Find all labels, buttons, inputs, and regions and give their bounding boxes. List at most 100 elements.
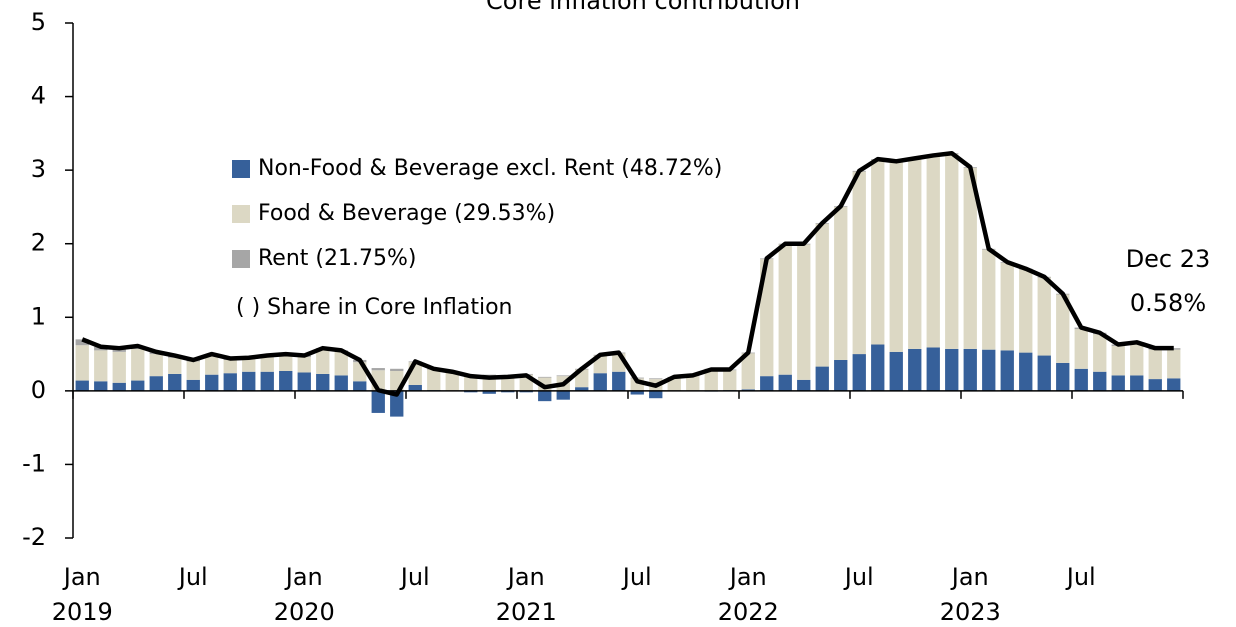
bar (390, 390, 404, 417)
y-tick-label: 1 (31, 302, 46, 330)
annotation: 0.58% (1130, 289, 1206, 317)
bar (945, 348, 959, 391)
x-tick-label: Jul (843, 563, 874, 591)
legend-label: Non-Food & Beverage excl. Rent (48.72%) (258, 156, 722, 181)
bars (75, 153, 1181, 417)
y-tick-label: 3 (31, 155, 46, 183)
x-tick-label: Jan (728, 563, 767, 591)
bar (75, 380, 89, 391)
bar (390, 368, 404, 371)
x-tick-label: Jan (62, 563, 101, 591)
bar (778, 374, 792, 391)
bar (205, 355, 219, 375)
bar (1111, 345, 1125, 376)
bar (556, 375, 570, 377)
bar (1037, 355, 1051, 391)
bar (223, 373, 237, 391)
legend-label: Food & Beverage (29.53%) (258, 201, 555, 226)
bar (464, 375, 478, 391)
bar (889, 351, 903, 391)
bar (649, 390, 663, 399)
x-tick-label: Jul (1065, 563, 1096, 591)
bar (1056, 362, 1070, 391)
x-tick-label: Jul (399, 563, 430, 591)
bar (1111, 375, 1125, 391)
legend-swatch (232, 160, 250, 178)
bar (149, 376, 163, 391)
x-tick-label: Jul (177, 563, 208, 591)
bar (649, 378, 663, 380)
bar (94, 350, 108, 382)
bar (427, 369, 441, 391)
bar (186, 361, 200, 380)
bar (908, 159, 922, 349)
bar (1000, 350, 1014, 391)
bar (353, 381, 367, 391)
bar (797, 379, 811, 391)
bar (760, 376, 774, 391)
bar (371, 368, 385, 371)
bar (75, 339, 89, 346)
bar (593, 373, 607, 391)
bar (334, 375, 348, 391)
bar (242, 359, 256, 372)
x-group-label: 2023 (940, 598, 1001, 626)
x-tick-label: Jan (506, 563, 545, 591)
x-group-label: 2019 (52, 598, 113, 626)
bar (1093, 371, 1107, 391)
bar (945, 153, 959, 349)
bar (926, 156, 940, 348)
bar (1019, 269, 1033, 353)
bar (871, 344, 885, 391)
bar (852, 171, 866, 355)
legend-swatch (232, 205, 250, 223)
bar (797, 244, 811, 380)
bar (112, 351, 126, 383)
bar (686, 376, 700, 391)
bar (482, 390, 496, 394)
bar (168, 357, 182, 374)
bar (279, 355, 293, 371)
y-tick-label: -1 (22, 449, 46, 477)
y-tick-label: 4 (31, 82, 46, 110)
bar (501, 376, 515, 391)
bar (1167, 378, 1181, 391)
legend-label: Rent (21.75%) (258, 246, 416, 271)
bar (445, 372, 459, 391)
bar (778, 244, 792, 375)
y-tick-label: 2 (31, 229, 46, 257)
bar (223, 359, 237, 374)
bar (1130, 375, 1144, 391)
bar (168, 373, 182, 391)
bar (926, 347, 940, 391)
bar (575, 387, 589, 391)
y-tick-label: 5 (31, 8, 46, 36)
bar (1037, 277, 1051, 356)
bar (260, 357, 274, 372)
bar (1074, 368, 1088, 391)
bar (889, 162, 903, 352)
bar (1056, 294, 1070, 363)
annotation: Dec 23 (1126, 245, 1211, 273)
bar (556, 390, 570, 400)
x-tick-label: Jul (621, 563, 652, 591)
bar (1130, 343, 1144, 376)
bar (723, 370, 737, 391)
bar (131, 380, 145, 391)
bar (815, 223, 829, 367)
chart-title: Core inflation contribution (486, 0, 800, 15)
bar (334, 351, 348, 376)
bar (1000, 262, 1014, 351)
bar (538, 390, 552, 402)
x-group-label: 2021 (496, 598, 557, 626)
x-tick-label: Jan (950, 563, 989, 591)
x-group-label: 2022 (718, 598, 779, 626)
bar (1148, 349, 1162, 380)
bar (279, 370, 293, 391)
y-tick-label: -2 (22, 523, 46, 551)
bar (408, 384, 422, 391)
bar (1019, 352, 1033, 391)
bar (1074, 329, 1088, 369)
bar (982, 349, 996, 391)
bar (834, 359, 848, 391)
